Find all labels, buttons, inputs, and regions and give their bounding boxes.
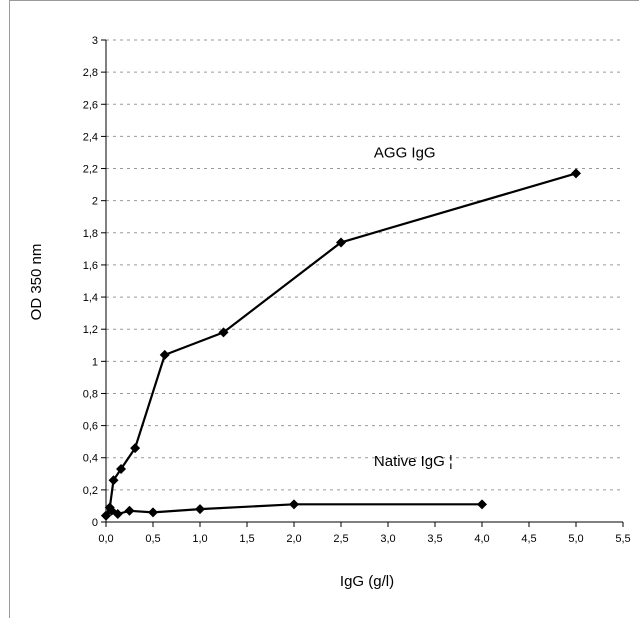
data-point-marker [116,463,127,474]
data-point-marker [218,327,229,338]
y-tick-label: 1,2 [83,324,98,336]
y-tick-label: 0,4 [83,453,98,465]
x-tick-label: 1,5 [239,533,254,545]
labels: IgG (g/l) OD 350 nm 0 0,2 0,4 0,6 0,8 1 1,2 1,4… [28,35,631,590]
data-point-marker [130,443,141,454]
y-tick-label: 0 [92,517,98,529]
series-annotation: AGG IgG [374,144,436,161]
y-tick-label: 2,2 [83,164,98,176]
data-point-marker [336,237,346,248]
y-axis-title: OD 350 nm [28,244,45,321]
y-tick-label: 1,6 [83,260,98,272]
y-tick-label: 0,6 [83,421,98,433]
y-tick-label: 0,2 [83,485,98,497]
data-point-marker [108,475,119,486]
x-tick-label: 2,5 [333,533,348,545]
data-point-marker [124,505,135,516]
y-tick-label: 2 [92,196,98,208]
data-point-marker [101,510,111,521]
y-tick-label: 1,8 [83,228,98,240]
x-tick-label: 3,5 [427,533,442,545]
series-annotation: Native IgG ¦ [374,453,453,470]
series-group [101,168,581,521]
y-tick-label: 3 [92,35,98,47]
grid-lines [106,39,623,491]
x-tick-label: 2,0 [286,533,301,545]
x-tick-label: 4,5 [521,533,536,545]
x-tick-label: 0,5 [145,533,160,545]
y-tick-label: 2,4 [83,131,98,143]
x-tick-label: 3,0 [380,533,395,545]
data-point-marker [112,508,123,519]
series-line [105,172,577,517]
y-tick-label: 1,4 [83,292,98,304]
data-point-marker [148,507,158,518]
x-tick-label: 5,0 [568,533,583,545]
frame-left-border [9,0,10,618]
y-tick-label: 2,6 [83,99,98,111]
x-axis-title: IgG (g/l) [340,573,394,590]
y-tick-label: 2,8 [83,67,98,79]
data-point-marker [477,499,487,510]
x-tick-label: 0,0 [98,533,113,545]
data-point-marker [195,504,205,515]
data-point-marker [106,505,117,516]
y-tick-label: 0,8 [83,388,98,400]
data-point-marker [571,168,581,179]
x-tick-label: 1,0 [192,533,207,545]
data-point-marker [289,499,299,510]
frame-top-border [9,0,639,1]
data-point-marker [159,349,170,360]
x-tick-label: 4,0 [474,533,489,545]
y-tick-label: 1 [92,356,98,368]
axes [101,39,624,527]
x-tick-label: 5,5 [615,533,630,545]
